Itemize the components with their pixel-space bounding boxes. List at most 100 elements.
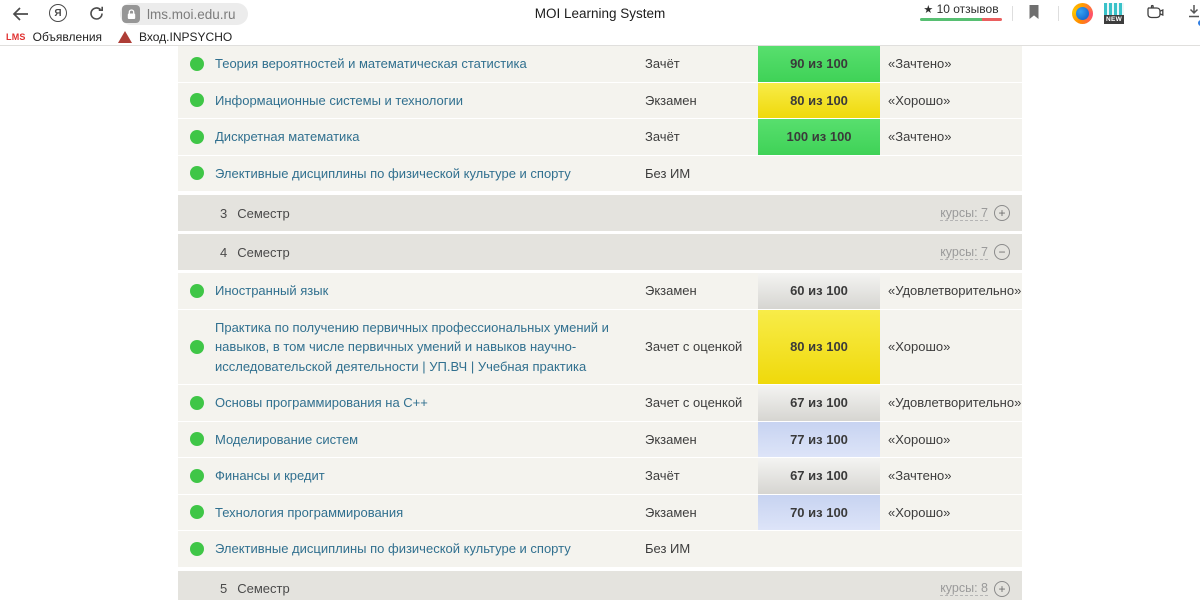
score-badge	[758, 156, 880, 192]
lms-page: Теория вероятностей и математическая ста…	[0, 46, 1200, 600]
status-dot-icon	[189, 283, 204, 298]
score-badge: 80 из 100	[758, 309, 880, 384]
bookmark-flag-icon[interactable]	[1028, 4, 1040, 25]
exam-type-label: Зачёт	[645, 129, 680, 145]
status-dot-icon	[189, 166, 204, 181]
new-extension-art	[1104, 3, 1124, 15]
lms-favicon: LMS	[6, 31, 26, 42]
course-link[interactable]: Информационные системы и технологии	[215, 92, 463, 108]
grade-label: «Зачтено»	[888, 56, 952, 72]
course-link[interactable]: Практика по получению первичных професси…	[215, 319, 609, 374]
course-row: Дискретная математика Зачёт 100 из 100 «…	[178, 119, 1022, 156]
grade-label: «Хорошо»	[888, 431, 951, 447]
score-badge: 100 из 100	[758, 119, 880, 155]
site-rating-widget[interactable]: ★ 10 отзывов	[920, 2, 1002, 21]
expand-icon[interactable]: +	[994, 580, 1010, 597]
grade-label: «Хорошо»	[888, 504, 951, 520]
new-badge: NEW	[1104, 15, 1124, 24]
semester-number: 4	[220, 244, 228, 260]
course-row: Моделирование систем Экзамен 77 из 100 «…	[178, 421, 1022, 458]
exam-type-label: Зачёт	[645, 56, 680, 72]
semester-row[interactable]: 4 Семестр курсы: 7 −	[178, 234, 1022, 270]
toolbar-divider	[1058, 6, 1059, 21]
grade-label: «Удовлетворительно»	[888, 283, 1022, 299]
course-link[interactable]: Элективные дисциплины по физической куль…	[215, 165, 571, 181]
course-link[interactable]: Основы программирования на C++	[215, 395, 428, 410]
status-dot-icon	[189, 56, 204, 71]
grade-label: «Хорошо»	[888, 92, 951, 108]
course-row: Технология программирования Экзамен 70 и…	[178, 494, 1022, 531]
exam-type-label: Экзамен	[645, 283, 697, 299]
rating-bar-positive	[920, 18, 982, 21]
course-row: Финансы и кредит Зачёт 67 из 100 «Зачтен…	[178, 458, 1022, 495]
exam-type-label: Экзамен	[645, 92, 697, 108]
grade-label: «Зачтено»	[888, 468, 952, 484]
grade-label: «Хорошо»	[888, 339, 951, 355]
exam-type-label: Без ИМ	[645, 541, 691, 557]
new-extension-icon[interactable]: NEW	[1104, 3, 1124, 24]
address-bar[interactable]: lms.moi.edu.ru	[120, 3, 248, 25]
course-link[interactable]: Технология программирования	[215, 504, 404, 520]
download-icon[interactable]	[1187, 4, 1200, 26]
back-icon[interactable]	[12, 6, 30, 27]
rating-bar-negative	[981, 18, 1002, 21]
yandex-search-icon[interactable]: Я	[49, 4, 67, 22]
browser-chrome: Я lms.moi.edu.ru MOI Learning System ★ 1…	[0, 0, 1200, 46]
score-badge: 70 из 100	[758, 494, 880, 530]
exam-type-label: Экзамен	[645, 431, 697, 447]
exam-type-label: Экзамен	[645, 504, 697, 520]
course-row: Элективные дисциплины по физической куль…	[178, 531, 1022, 568]
exam-type-label: Без ИМ	[645, 165, 691, 181]
status-dot-icon	[189, 505, 204, 520]
status-dot-icon	[189, 468, 204, 483]
courses-count-link[interactable]: курсы: 8	[940, 581, 988, 596]
status-dot-icon	[189, 395, 204, 410]
status-dot-icon	[189, 432, 204, 447]
course-row: Теория вероятностей и математическая ста…	[178, 46, 1022, 83]
course-link[interactable]: Моделирование систем	[215, 431, 359, 447]
score-badge	[758, 531, 880, 567]
semester-number: 5	[220, 581, 228, 596]
course-link[interactable]: Иностранный язык	[215, 283, 329, 298]
semester-row[interactable]: 3 Семестр курсы: 7 +	[178, 195, 1022, 231]
semester-row[interactable]: 5 Семестр курсы: 8 +	[178, 570, 1022, 600]
bookmark-announcements[interactable]: Объявления	[32, 29, 103, 44]
status-dot-icon	[189, 129, 204, 144]
download-notification-dot	[1198, 20, 1200, 26]
semester-label: Семестр	[237, 205, 290, 221]
star-icon: ★	[923, 4, 934, 16]
course-row: Элективные дисциплины по физической куль…	[178, 155, 1022, 192]
status-dot-icon	[189, 93, 204, 108]
toolbar-divider	[1012, 6, 1013, 21]
course-link[interactable]: Дискретная математика	[215, 129, 360, 144]
bookmark-inpsycho[interactable]: Вход.INPSYCHO	[139, 29, 233, 44]
courses-count-link[interactable]: курсы: 7	[940, 244, 988, 260]
status-dot-icon	[189, 541, 204, 556]
semester-label: Семестр	[237, 581, 290, 596]
rating-count-label: 10 отзывов	[936, 2, 999, 16]
url-text[interactable]: lms.moi.edu.ru	[147, 6, 236, 22]
glove-pointer-icon[interactable]	[1145, 4, 1164, 26]
extension-circle-icon[interactable]	[1072, 3, 1093, 24]
grade-label: «Удовлетворительно»	[888, 395, 1022, 411]
expand-icon[interactable]: +	[994, 205, 1010, 221]
course-link[interactable]: Финансы и кредит	[215, 468, 325, 483]
course-link[interactable]: Теория вероятностей и математическая ста…	[215, 56, 527, 71]
rating-bar	[920, 18, 1002, 21]
course-row: Основы программирования на C++ Зачет с о…	[178, 385, 1022, 422]
score-badge: 67 из 100	[758, 458, 880, 494]
grade-label: «Зачтено»	[888, 129, 952, 145]
page-title: MOI Learning System	[534, 6, 666, 21]
semester-label: Семестр	[237, 244, 290, 260]
lock-icon[interactable]	[122, 5, 140, 23]
score-badge: 67 из 100	[758, 385, 880, 421]
status-dot-icon	[189, 339, 204, 354]
courses-count-link[interactable]: курсы: 7	[940, 205, 988, 221]
refresh-icon[interactable]	[88, 5, 105, 27]
exam-type-label: Зачёт	[645, 468, 680, 484]
score-badge: 77 из 100	[758, 421, 880, 457]
course-link[interactable]: Элективные дисциплины по физической куль…	[215, 541, 571, 556]
course-row: Информационные системы и технологии Экза…	[178, 82, 1022, 119]
bookmarks-bar: LMS Объявления Вход.INPSYCHO	[0, 28, 1200, 46]
collapse-icon[interactable]: −	[994, 244, 1010, 260]
